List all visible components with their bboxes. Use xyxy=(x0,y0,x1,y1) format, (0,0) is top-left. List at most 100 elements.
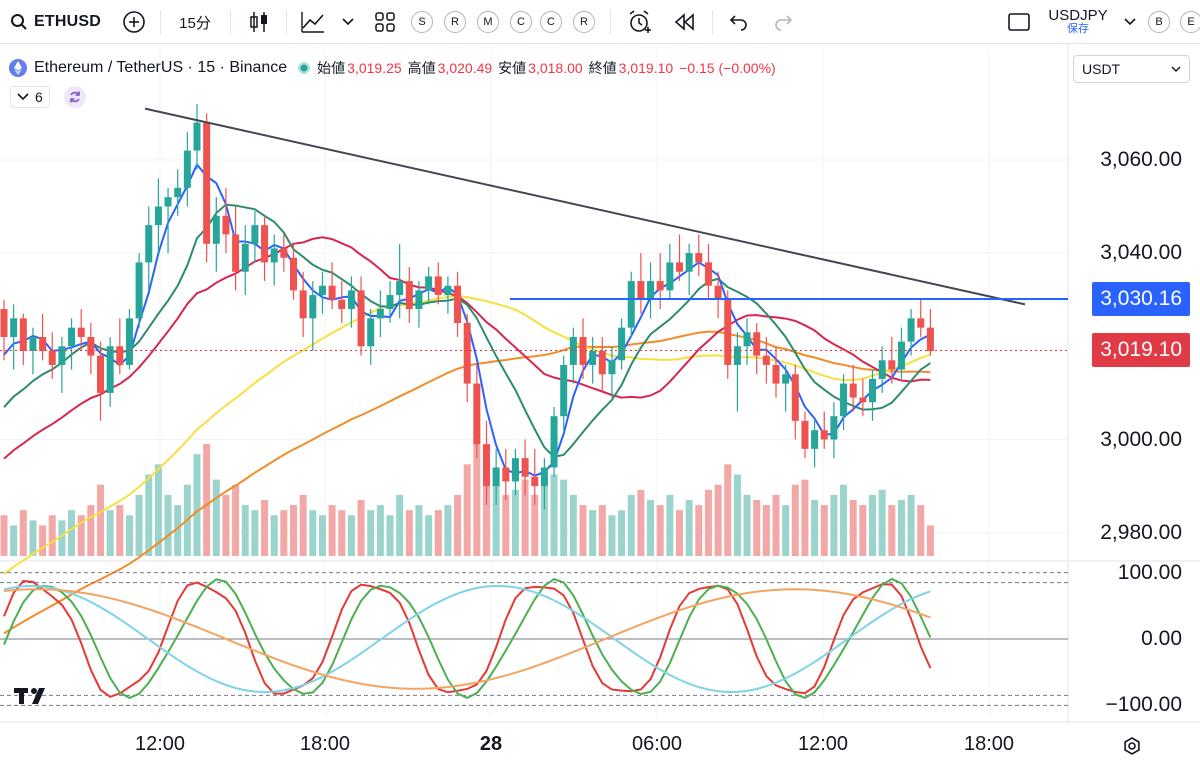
candle-body xyxy=(39,336,47,351)
volume-bar xyxy=(154,464,162,556)
candle-body xyxy=(347,290,355,310)
candle-body xyxy=(859,397,867,403)
candle-body xyxy=(434,276,442,296)
undo-button[interactable] xyxy=(724,0,754,44)
candle-body xyxy=(261,225,269,263)
volume-bar xyxy=(106,510,114,556)
symbol-search[interactable]: ETHUSD xyxy=(10,0,120,44)
candle-body xyxy=(396,281,404,296)
layout-r-button[interactable]: R xyxy=(444,11,466,33)
candle-body xyxy=(48,350,56,365)
osc-tick: −100.00 xyxy=(1105,693,1183,717)
fullscreen-button[interactable] xyxy=(1004,0,1034,44)
volume-bar xyxy=(627,494,635,556)
candle-body xyxy=(579,336,587,365)
volume-bar xyxy=(676,510,683,556)
candle-body xyxy=(666,262,674,291)
plus-circle-icon xyxy=(123,11,145,33)
save-label[interactable]: 保存 xyxy=(1067,23,1089,36)
open-value: 3,019.25 xyxy=(347,60,402,76)
replay-button[interactable] xyxy=(670,0,700,44)
layout-s-button[interactable]: S xyxy=(411,11,433,33)
interval-button[interactable]: 15分 xyxy=(179,14,211,32)
indicator-row: 6 xyxy=(10,86,86,108)
volume-bar xyxy=(666,494,674,556)
volume-bar xyxy=(454,494,462,556)
chart-type-button[interactable] xyxy=(244,0,274,44)
volume-bar xyxy=(145,474,153,556)
time-tick-day: 28 xyxy=(479,733,503,755)
layout-c-button[interactable]: C xyxy=(510,11,532,33)
candle-body xyxy=(762,355,770,365)
volume-bar xyxy=(463,464,471,556)
volume-bar xyxy=(685,500,693,556)
price-tick: 3,060.00 xyxy=(1100,147,1182,171)
candle-body xyxy=(68,327,76,347)
candle-body xyxy=(203,122,211,244)
add-symbol-button[interactable] xyxy=(120,0,148,44)
candle-body xyxy=(878,360,886,379)
refresh-button[interactable] xyxy=(63,86,86,108)
volume-bar xyxy=(791,484,799,556)
ethereum-logo-icon xyxy=(9,59,27,77)
ma-red-line xyxy=(3,236,931,460)
indicators-dropdown[interactable] xyxy=(338,0,358,44)
candle-body xyxy=(280,248,288,258)
legend-title: Ethereum / TetherUS · 15 · Binance xyxy=(34,59,288,76)
chart-legend: Ethereum / TetherUS · 15 · Binance 始値 3,0… xyxy=(8,56,776,80)
volume-bar xyxy=(338,510,346,556)
volume-bar xyxy=(425,515,433,556)
currency-block[interactable]: USDJPY 保存 xyxy=(1040,0,1116,44)
alert-button[interactable] xyxy=(624,0,656,44)
candle-body xyxy=(425,276,433,291)
volume-bar xyxy=(589,510,597,556)
volume-bar xyxy=(762,505,770,556)
currency-dropdown[interactable] xyxy=(1120,0,1140,44)
hline-price-badge[interactable]: 3,030.16 xyxy=(1092,281,1190,316)
candle-body xyxy=(492,467,500,487)
indicators-toggle[interactable]: 6 xyxy=(10,86,50,108)
candle-body xyxy=(897,341,905,370)
redo-button[interactable] xyxy=(768,0,798,44)
candle-body xyxy=(907,318,915,342)
volume-bar xyxy=(560,479,568,556)
indicators-button[interactable] xyxy=(298,0,328,44)
candle-body xyxy=(222,215,230,235)
candle-body xyxy=(164,197,172,207)
e-button[interactable]: E xyxy=(1180,11,1200,33)
quote-currency-select[interactable]: USDT xyxy=(1073,55,1190,83)
candle-body xyxy=(782,374,790,384)
candle-body xyxy=(405,281,413,310)
volume-bar xyxy=(647,500,655,556)
tradingview-logo-icon xyxy=(14,688,45,704)
candle-body xyxy=(830,416,838,440)
volume-bar xyxy=(87,505,95,556)
volume-bar xyxy=(396,494,404,556)
layout-m-button[interactable]: M xyxy=(477,11,499,33)
volume-bar xyxy=(714,484,722,556)
layout-c2-button[interactable]: C xyxy=(540,11,562,33)
layouts-button[interactable] xyxy=(370,0,400,44)
indicators-chart-icon xyxy=(301,12,324,33)
chevron-down-icon xyxy=(1124,18,1136,26)
candle-body xyxy=(125,318,133,365)
gear-icon xyxy=(1124,737,1140,755)
candle-body xyxy=(270,248,278,263)
candle-body xyxy=(87,336,95,356)
chevron-down-icon xyxy=(1171,66,1181,72)
volume-bar xyxy=(174,505,182,556)
b-button[interactable]: B xyxy=(1148,11,1170,33)
time-tick: 12:00 xyxy=(797,733,849,755)
layout-r2-button[interactable]: R xyxy=(573,11,595,33)
settings-button[interactable] xyxy=(1122,736,1142,761)
candle-body xyxy=(521,458,529,477)
volume-bar xyxy=(232,484,240,556)
volume-bar xyxy=(695,505,703,556)
volume-bar xyxy=(19,510,27,556)
volume-bar xyxy=(48,515,56,556)
candle-body xyxy=(145,225,153,263)
osc-tick: 0.00 xyxy=(1141,627,1182,650)
chevron-down-icon xyxy=(342,18,354,26)
volume-bar xyxy=(907,494,915,556)
